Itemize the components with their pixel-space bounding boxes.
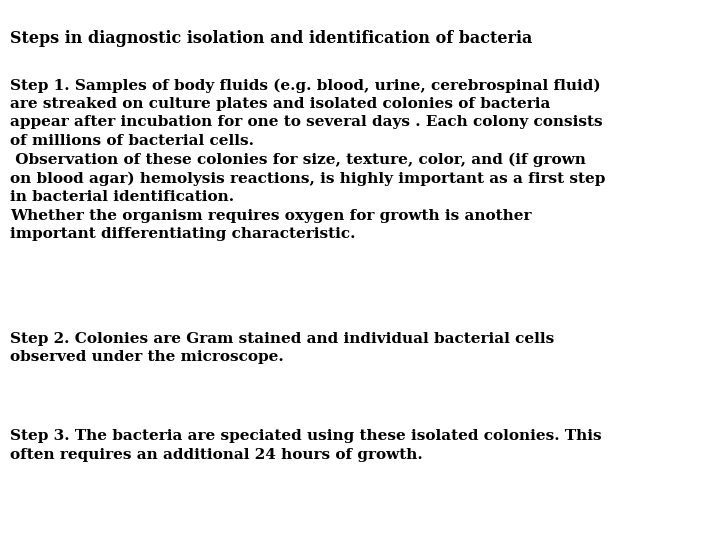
Text: Steps in diagnostic isolation and identification of bacteria: Steps in diagnostic isolation and identi… <box>10 30 533 46</box>
Text: Step 3. The bacteria are speciated using these isolated colonies. This
often req: Step 3. The bacteria are speciated using… <box>10 429 602 462</box>
Text: Step 1. Samples of body fluids (e.g. blood, urine, cerebrospinal fluid)
are stre: Step 1. Samples of body fluids (e.g. blo… <box>10 78 606 241</box>
Text: Step 2. Colonies are Gram stained and individual bacterial cells
observed under : Step 2. Colonies are Gram stained and in… <box>10 332 554 365</box>
